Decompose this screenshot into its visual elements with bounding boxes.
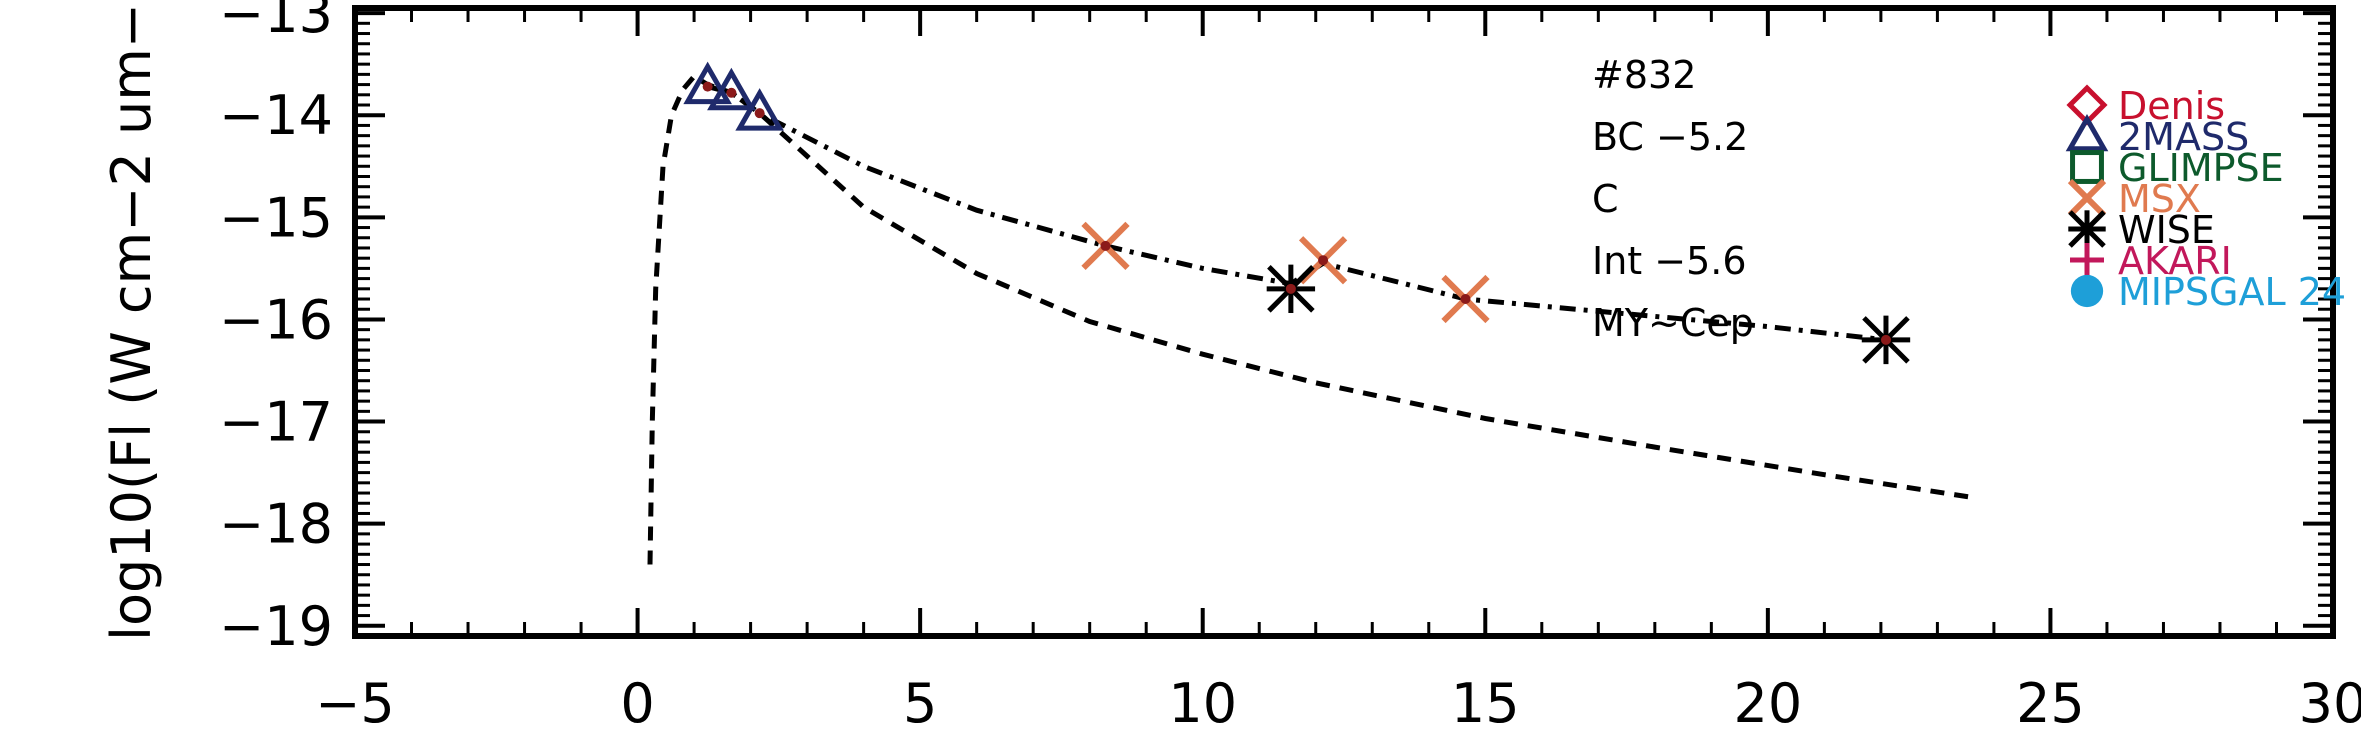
legend-label: MSX: [2118, 177, 2201, 221]
y-tick-label: −14: [219, 84, 333, 147]
point-dot: [754, 108, 765, 119]
legend-label: Denis: [2118, 84, 2225, 128]
legend-marker-glimpse: [2070, 150, 2104, 184]
x-tick-label: 15: [1451, 672, 1520, 735]
x-tick-label: 25: [2016, 672, 2085, 735]
y-tick-label: −16: [219, 288, 333, 351]
legend-marker-akari: [2070, 243, 2104, 277]
2mass-point: [707, 67, 756, 111]
legend-label: MIPSGAL 24: [2118, 270, 2346, 314]
legend-label: WISE: [2118, 208, 2215, 252]
model-curve-dashed: [647, 73, 1978, 565]
legend-marker-wise: [2068, 210, 2106, 248]
point-dot: [1460, 294, 1471, 305]
annotation-line: BC −5.2: [1592, 115, 1748, 159]
y-tick-label: −19: [219, 595, 333, 658]
point-dot: [1318, 255, 1329, 266]
x-tick-label: 10: [1168, 672, 1237, 735]
x-tick-label: 5: [903, 672, 937, 735]
annotation-block: #832 BC −5.2 C Int −5.6 MY~Cep: [1592, 53, 1754, 345]
legend-marker-msx: [2067, 178, 2107, 218]
x-tick-label: 20: [1733, 672, 1802, 735]
annotation-line: C: [1592, 177, 1619, 221]
y-tick-label: −15: [219, 186, 333, 249]
legend-marker-mipsgal-24: [2070, 274, 2104, 308]
plot-area: [647, 61, 1978, 565]
2mass-point: [683, 61, 732, 105]
y-tick-label: −17: [219, 391, 333, 454]
annotation-line: Int −5.6: [1592, 239, 1747, 283]
point-dot: [702, 81, 713, 92]
annotation-line: #832: [1592, 53, 1696, 97]
x-tick-label: 0: [620, 672, 654, 735]
point-dot: [1285, 283, 1296, 294]
plot-frame: [352, 5, 2336, 639]
legend-marker-msx-stroke: [2067, 178, 2107, 218]
point-dot: [1100, 240, 1111, 251]
x-tick-label: −5: [315, 672, 395, 735]
point-dot: [1880, 334, 1891, 345]
model-curve-dashdot: [706, 84, 1887, 343]
legend-label: AKARI: [2118, 239, 2232, 283]
legend-marker-2mass: [2065, 113, 2109, 152]
legend-label: GLIMPSE: [2118, 146, 2284, 190]
2mass-point: [735, 88, 784, 131]
annotation-line: MY~Cep: [1592, 301, 1754, 345]
x-tick-label: 30: [2299, 672, 2361, 735]
tick-labels: −5 0 5 10 15 20 25 30 −19 −18 −17 −16 −15 −14 −13: [219, 0, 2361, 735]
point-dot: [726, 87, 737, 98]
y-tick-label: −13: [219, 0, 333, 45]
y-axis-label: log10(Fl (W cm−2 um−: [100, 3, 163, 641]
legend-label: 2MASS: [2118, 115, 2249, 159]
axes-frame: [352, 5, 2336, 639]
y-tick-label: −18: [219, 493, 333, 556]
